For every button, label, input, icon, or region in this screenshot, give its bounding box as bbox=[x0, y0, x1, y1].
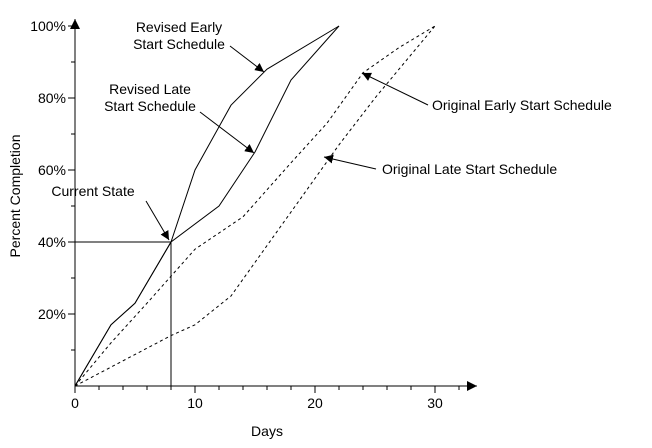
x-tick-label: 20 bbox=[307, 395, 323, 411]
annotation-arrow bbox=[323, 154, 377, 170]
series-line-3 bbox=[74, 25, 436, 387]
annotations: Revised Early Start Schedule Revised Late S… bbox=[51, 19, 612, 241]
annotation-label: Original Early Start Schedule bbox=[432, 97, 612, 113]
axes bbox=[70, 19, 477, 391]
x-tick-label: 0 bbox=[71, 395, 79, 411]
annotation-arrow bbox=[145, 200, 170, 241]
series-line-1 bbox=[74, 25, 340, 387]
annotation-arrow bbox=[361, 72, 429, 106]
annotation-label: Current State bbox=[51, 183, 134, 199]
x-tick-label: 10 bbox=[187, 395, 203, 411]
annotation-label: Revised Early Start Schedule bbox=[133, 19, 225, 52]
series-line-2 bbox=[74, 25, 340, 387]
y-tick-label: 100% bbox=[30, 18, 66, 34]
y-tick-label: 20% bbox=[38, 306, 66, 322]
y-tick-label: 40% bbox=[38, 234, 66, 250]
series-line-4 bbox=[74, 25, 436, 387]
annotation-label: Revised Late Start Schedule bbox=[104, 81, 196, 114]
y-axis-label: Percent Completion bbox=[7, 135, 23, 258]
series-lines bbox=[74, 25, 436, 387]
x-tick-label: 30 bbox=[427, 395, 443, 411]
y-tick-label: 60% bbox=[38, 162, 66, 178]
axis-ticks: 0 10 20 30 20% 40% 60% 80% 100% bbox=[30, 18, 460, 411]
current-state-guides bbox=[75, 241, 172, 386]
y-tick-label: 80% bbox=[38, 90, 66, 106]
annotation-arrow bbox=[199, 111, 255, 154]
annotation-label: Original Late Start Schedule bbox=[382, 161, 557, 177]
x-axis-label: Days bbox=[251, 423, 283, 439]
annotation-arrow bbox=[229, 45, 265, 73]
